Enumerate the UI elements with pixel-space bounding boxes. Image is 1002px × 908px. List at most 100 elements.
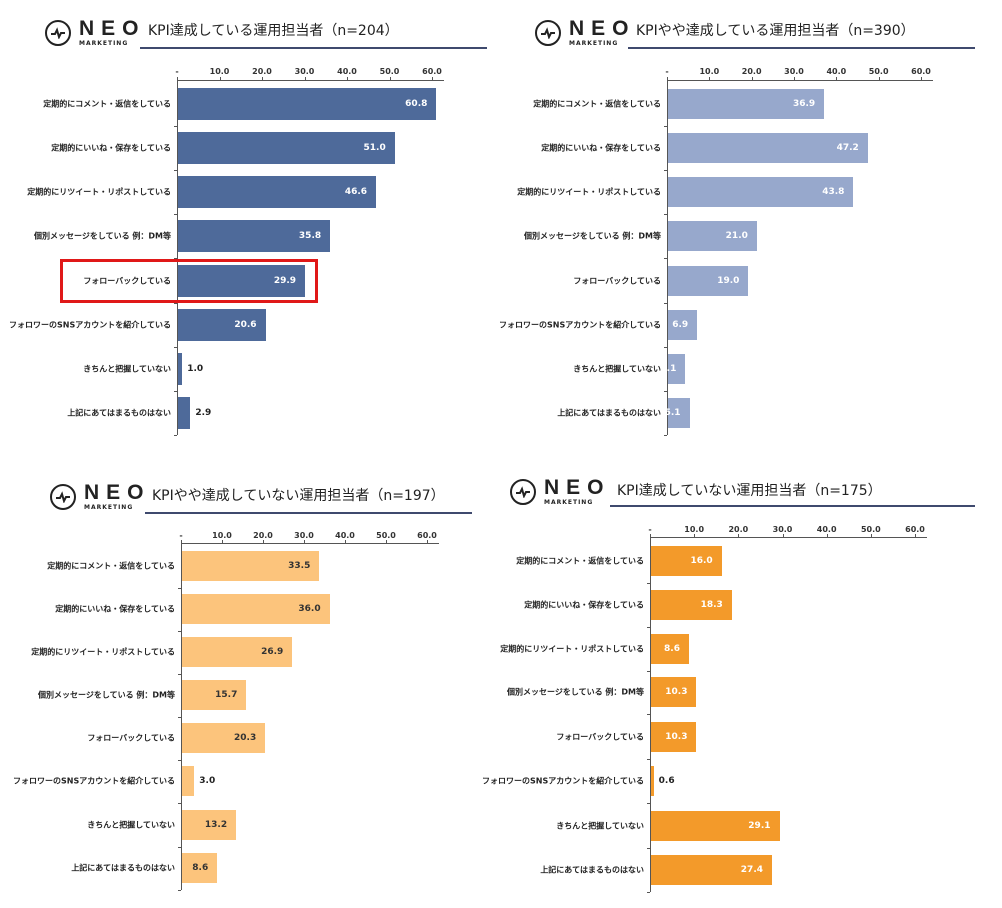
category-label: フォローバックしている [556,732,644,742]
bar [182,810,237,840]
bar [668,354,686,384]
neo-marketing-logo: NEO MARKETING [45,18,146,47]
data-label: 27.4 [740,865,764,875]
x-axis-line [667,80,933,81]
x-tick-mark [304,77,306,81]
x-tick-label: - [179,531,183,540]
y-axis-line [650,537,651,892]
bar [651,677,697,707]
bar [651,634,689,664]
y-tick-mark [174,214,177,215]
bar [668,133,868,163]
x-tick-mark [667,77,668,81]
category-label: 定期的にコメント・返信をしている [47,561,175,571]
data-label: 35.8 [298,231,322,241]
logo-subtitle: MARKETING [84,504,134,511]
data-label: 60.8 [405,99,428,109]
y-tick-mark [178,587,181,589]
y-axis-line [181,543,182,890]
category-label: フォロワーのSNSアカウントを紹介している [482,776,644,786]
x-tick-label: 40.0 [335,531,355,540]
data-label: 4.1 [660,364,677,374]
x-axis-line [181,543,439,544]
data-label: 29.1 [748,821,771,831]
logo-wordmark: NEO MARKETING [84,482,151,511]
y-tick-mark [647,714,650,715]
data-label: 3.0 [199,776,216,786]
category-label: きちんと把握していない [573,364,661,374]
y-tick-mark [178,889,181,891]
y-tick-mark [664,214,667,215]
bar [182,594,330,624]
logo-pulse-icon [510,478,536,505]
logo-wordmark: NEO MARKETING [544,477,611,506]
bar [651,766,654,796]
y-tick-mark [664,435,667,436]
x-tick-label: 30.0 [772,525,793,534]
category-label: フォローバックしている [573,276,661,286]
x-tick-mark [304,540,305,544]
data-label: 51.0 [363,143,386,153]
y-tick-mark [647,892,650,893]
highlight-box [60,259,318,303]
x-tick-mark [389,77,391,81]
category-label: 上記にあてはまるものはない [71,863,175,873]
x-tick-label: - [665,67,669,76]
x-tick-mark [222,540,223,544]
bar [651,855,773,885]
data-label: 33.5 [288,561,311,571]
bar [651,722,697,752]
category-label: 定期的にリツイート・リポストしている [517,187,661,197]
logo-name: NEO [79,17,146,40]
data-label: 20.3 [234,733,257,743]
y-tick-mark [664,258,667,259]
logo-subtitle: MARKETING [569,40,619,47]
x-tick-mark [915,534,916,538]
category-label: 個別メッセージをしている 例：DM等 [34,231,171,241]
x-tick-mark [386,540,387,544]
y-tick-mark [647,848,650,849]
y-tick-mark [174,303,177,304]
data-label: 19.0 [717,276,740,286]
x-tick-mark [921,77,922,81]
x-tick-label: 50.0 [379,67,400,76]
logo-name: NEO [544,476,611,499]
data-label: 47.2 [836,143,859,153]
y-axis-line [667,80,668,435]
x-tick-label: 50.0 [376,531,396,540]
y-tick-mark [647,803,650,804]
category-label: 定期的にコメント・返信をしている [516,556,644,566]
category-label: きちんと把握していない [556,821,644,831]
y-tick-mark [664,170,667,171]
x-tick-mark [263,540,264,544]
bar [182,680,247,710]
bar [651,811,780,841]
x-tick-label: 60.0 [422,67,442,76]
category-label: 定期的にいいね・保存をしている [55,604,175,614]
x-tick-mark [262,77,263,81]
y-tick-mark [174,435,177,436]
data-label: 1.0 [187,364,204,374]
data-label: 13.2 [204,820,228,830]
bar [651,546,722,576]
x-tick-label: 40.0 [337,67,357,76]
bar [178,265,306,297]
neo-marketing-logo: NEO MARKETING [50,482,151,511]
category-label: 上記にあてはまるものはない [557,408,661,418]
x-tick-label: 20.0 [741,67,762,76]
data-label: 21.0 [725,231,748,241]
chart-title: KPIやや達成していない運用担当者（n=197） [152,488,445,504]
title-underline [628,47,975,49]
category-label: フォローバックしている [87,733,175,743]
category-label: 上記にあてはまるものはない [67,408,171,418]
bar [668,177,854,207]
bar [668,89,825,119]
bar [182,723,266,753]
y-tick-mark [174,258,177,259]
bar [668,221,757,251]
data-label: 10.3 [665,732,688,742]
logo-name: NEO [84,481,151,504]
data-label: 20.6 [234,320,257,330]
data-label: 18.3 [700,600,723,610]
x-tick-label: 20.0 [252,67,272,76]
